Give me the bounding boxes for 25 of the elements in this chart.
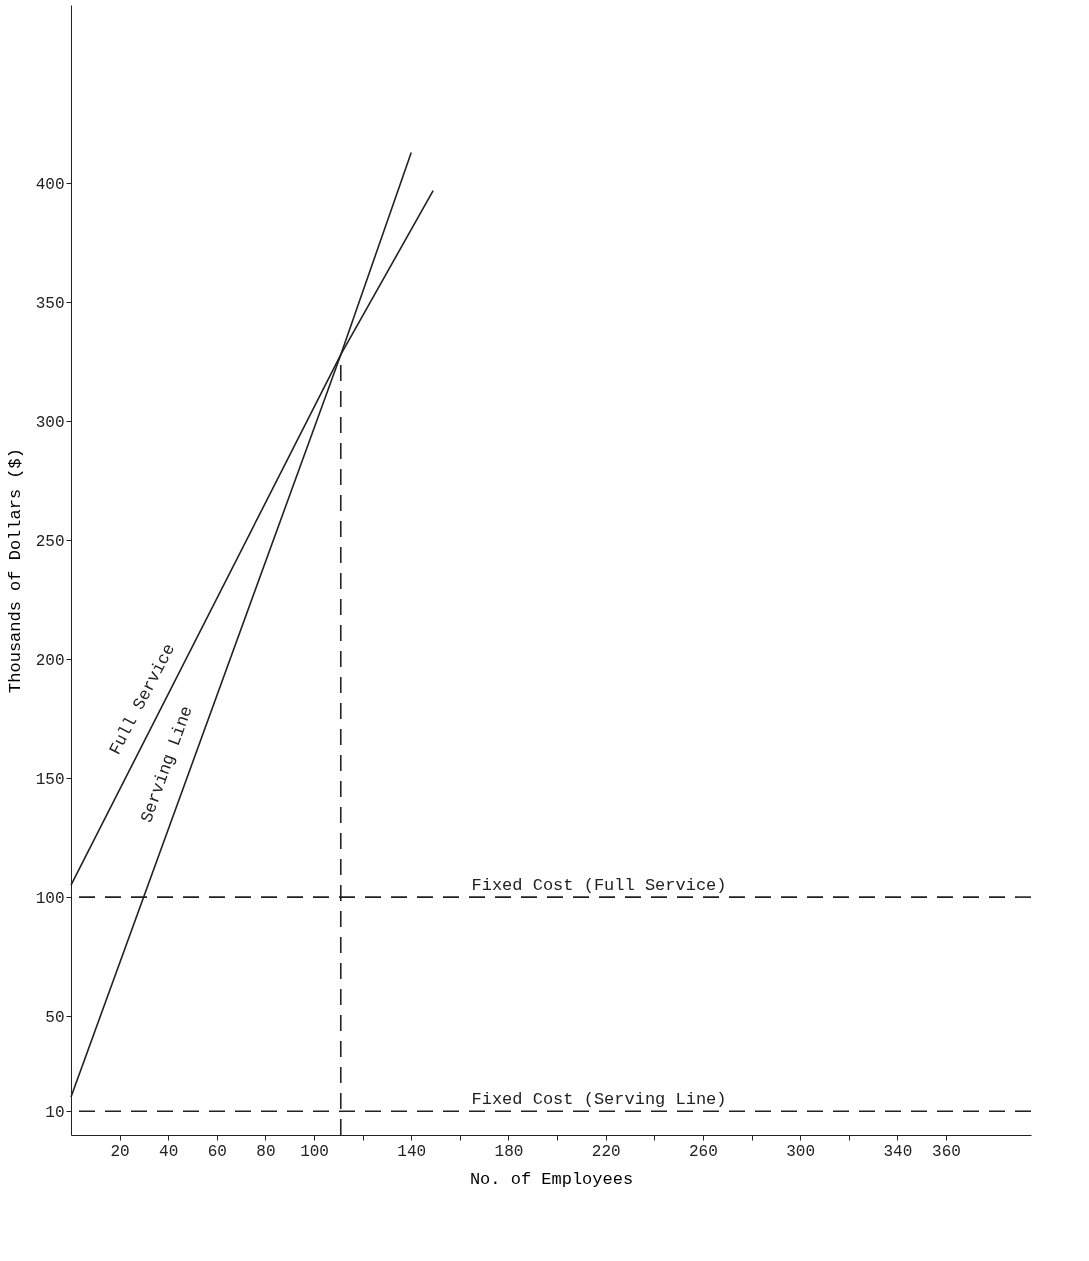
y-tick-label: 50	[45, 1008, 65, 1027]
y-tick-label: 150	[35, 770, 65, 789]
x-tick-label: 80	[256, 1142, 276, 1161]
x-tick-label: 220	[591, 1142, 621, 1161]
y-tick-label: 350	[35, 294, 65, 313]
x-tick-label: 300	[786, 1142, 816, 1161]
x-tick-label: 20	[110, 1142, 130, 1161]
y-tick-label: 200	[35, 651, 65, 670]
y-tick-label: 250	[35, 532, 65, 551]
x-tick-label: 360	[932, 1142, 961, 1161]
x-tick-label: 180	[494, 1142, 524, 1161]
x-tick-label: 140	[397, 1142, 427, 1161]
y-tick-label: 400	[35, 175, 65, 194]
x-tick-label: 60	[207, 1142, 227, 1161]
y-axis-title: Thousands of Dollars ($)	[5, 448, 25, 693]
ref-line-label: Fixed Cost (Serving Line)	[471, 1090, 727, 1110]
x-tick-label: 260	[688, 1142, 718, 1161]
x-tick-label: 40	[159, 1142, 179, 1161]
x-axis-title: No. of Employees	[469, 1169, 634, 1189]
ref-line-label: Fixed Cost (Full Service)	[471, 876, 727, 896]
y-tick-label: 10	[45, 1103, 65, 1122]
x-tick-label: 340	[883, 1142, 913, 1161]
x-tick-label: 100	[300, 1142, 329, 1161]
y-tick-label: 300	[35, 413, 65, 432]
y-tick-label: 100	[35, 889, 65, 908]
